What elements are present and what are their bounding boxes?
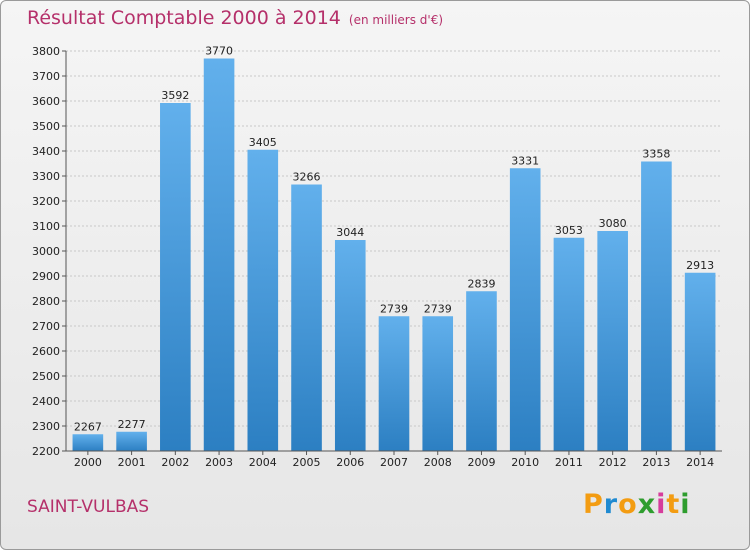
y-tick-label: 3000	[32, 245, 60, 258]
logo-letter: i	[656, 489, 667, 520]
data-label: 2913	[686, 259, 714, 272]
bars	[72, 58, 716, 451]
place-name: SAINT-VULBAS	[27, 497, 150, 517]
y-tick-label: 2700	[32, 320, 60, 333]
logo-letter: o	[618, 489, 638, 520]
y-tick-label: 2600	[32, 345, 60, 358]
x-tick-label: 2005	[293, 456, 321, 469]
bar-2001	[116, 431, 147, 451]
y-axis: 2200 2300 2400 2500 2600 2700 2800 2900 3000 3100…	[32, 45, 67, 458]
x-tick-label: 2011	[555, 456, 583, 469]
logo-letter: i	[680, 489, 691, 520]
bar-2004	[247, 149, 279, 451]
data-label: 3592	[161, 89, 189, 102]
bar-2012	[597, 231, 628, 451]
logo-letter: x	[637, 489, 657, 520]
data-label: 3770	[205, 45, 233, 58]
bar-2007	[378, 316, 410, 451]
unit-label: (en milliers d'€)	[348, 13, 444, 27]
bar-2014	[684, 272, 716, 451]
title-text: Résultat Comptable 2000 à 2014	[27, 7, 341, 29]
y-tick-label: 2900	[32, 270, 60, 283]
chart-title: Résultat Comptable 2000 à 2014 (en millie…	[27, 7, 443, 29]
y-tick-label: 2800	[32, 295, 60, 308]
x-tick-label: 2002	[161, 456, 189, 469]
bar-2010	[509, 168, 541, 451]
bar-2006	[334, 240, 366, 451]
logo-letter: P	[583, 489, 604, 520]
y-tick-label: 3700	[32, 70, 60, 83]
x-axis: 2000 2001 2002 2003 2004 2005 2006 2007 2008 2009…	[66, 450, 722, 469]
data-label: 2839	[467, 277, 495, 290]
data-label: 2739	[424, 302, 452, 315]
y-tick-label: 3600	[32, 95, 60, 108]
logo-letter: t	[666, 489, 681, 520]
data-label: 2277	[118, 418, 146, 431]
bar-2008	[422, 316, 454, 451]
x-tick-label: 2007	[380, 456, 408, 469]
bar-2002	[160, 103, 191, 451]
x-tick-label: 2006	[336, 456, 364, 469]
x-tick-label: 2010	[511, 456, 539, 469]
y-tick-label: 3300	[32, 170, 60, 183]
data-label: 3080	[599, 217, 627, 230]
y-tick-label: 3100	[32, 220, 60, 233]
y-tick-label: 3400	[32, 145, 60, 158]
data-label: 3053	[555, 224, 583, 237]
bar-2011	[553, 237, 585, 451]
data-label: 3358	[642, 148, 670, 161]
y-tick-label: 3200	[32, 195, 60, 208]
data-label: 2739	[380, 302, 408, 315]
logo-letter: r	[603, 489, 619, 520]
x-tick-label: 2001	[118, 456, 146, 469]
data-label: 3331	[511, 154, 539, 167]
x-tick-label: 2003	[205, 456, 233, 469]
bar-2009	[466, 291, 497, 451]
data-label: 3044	[336, 226, 364, 239]
bar-2003	[203, 58, 235, 451]
y-tick-label: 2500	[32, 370, 60, 383]
y-tick-label: 2400	[32, 395, 60, 408]
data-label: 3266	[293, 171, 321, 184]
y-tick-label: 3500	[32, 120, 60, 133]
x-tick-label: 2012	[599, 456, 627, 469]
data-label: 2267	[74, 420, 102, 433]
bar-2013	[641, 161, 672, 451]
x-tick-label: 2013	[642, 456, 670, 469]
y-tick-label: 2200	[32, 445, 60, 458]
data-label: 3405	[249, 136, 277, 149]
x-tick-label: 2009	[467, 456, 495, 469]
x-tick-label: 2000	[74, 456, 102, 469]
proxiti-logo: Proxiti	[583, 489, 691, 520]
bar-2000	[72, 434, 104, 451]
y-tick-label: 3800	[32, 45, 60, 58]
x-tick-label: 2014	[686, 456, 714, 469]
bar-2005	[291, 184, 322, 451]
x-tick-label: 2008	[424, 456, 452, 469]
y-tick-label: 2300	[32, 420, 60, 433]
value-labels: 2267 2277 3592 3770 3405 3266 3044 2739 2739 2839…	[74, 45, 714, 434]
x-tick-label: 2004	[249, 456, 277, 469]
